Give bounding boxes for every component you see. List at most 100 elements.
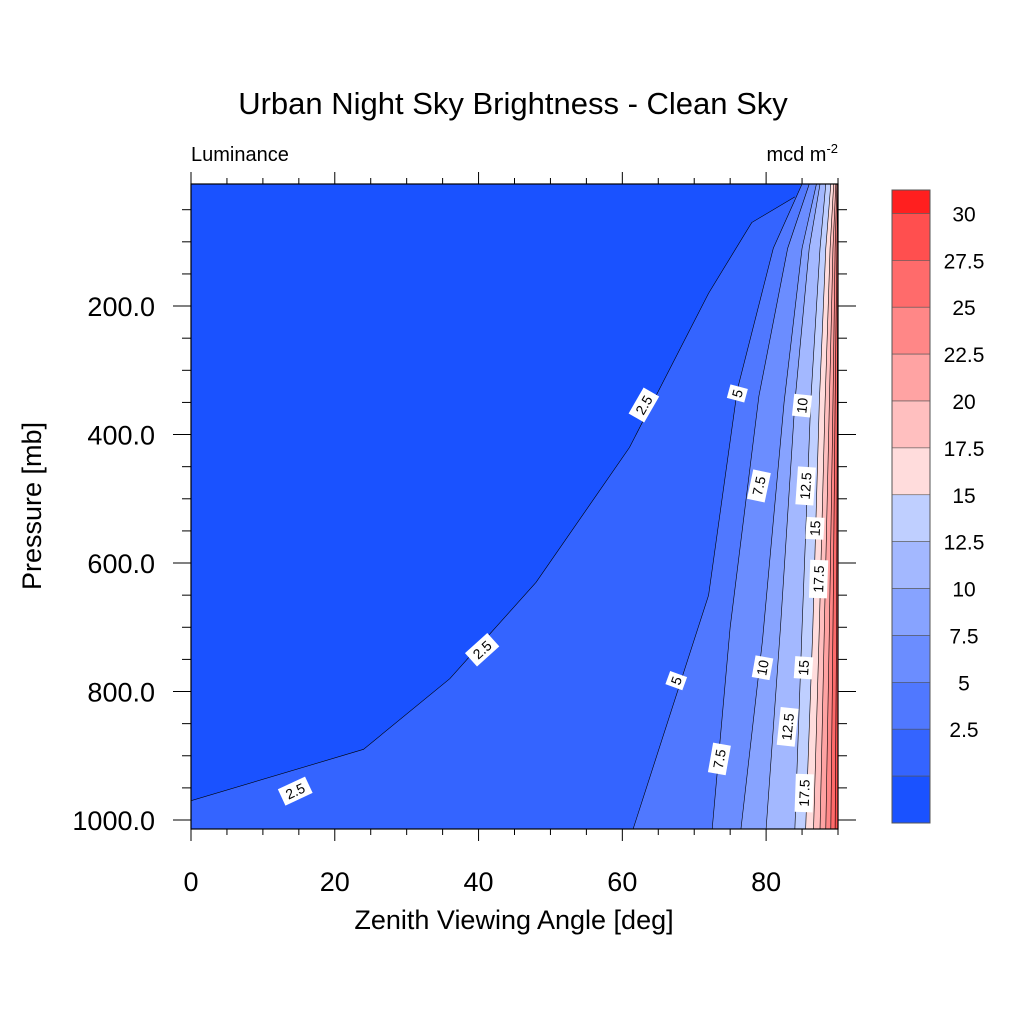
contour-label-text: 17.5 <box>810 565 827 593</box>
contour-line-20 <box>813 184 834 829</box>
colorbar-label: 5 <box>958 672 970 695</box>
contour-fills <box>191 184 838 829</box>
colorbar-box <box>891 400 931 449</box>
contour-label-bg <box>795 466 816 506</box>
contour-label-text: 15 <box>807 520 824 537</box>
contour-label-bg <box>726 384 748 403</box>
x-tick-label: 80 <box>751 867 781 897</box>
fill-band-12 <box>835 184 838 829</box>
contour-label: 5 <box>726 384 748 403</box>
contour-label-bg <box>665 670 688 691</box>
colorbar-box <box>891 494 931 542</box>
colorbar-label: 17.5 <box>944 438 985 461</box>
contour-label-text: 10 <box>753 658 771 676</box>
y-axis-label: Pressure [mb] <box>17 422 47 590</box>
contour-label: 7.5 <box>747 469 771 503</box>
colorbar-box <box>891 213 931 261</box>
contour-label-text: 10 <box>793 397 811 414</box>
contour-label: 17.5 <box>808 559 829 599</box>
contour-label: 10 <box>791 393 813 418</box>
colorbar-label: 30 <box>952 203 975 226</box>
colorbar-label: 12.5 <box>944 532 985 555</box>
contour-label-text: 17.5 <box>796 779 813 807</box>
colorbar-box <box>891 635 931 683</box>
axis-ticks <box>173 172 856 841</box>
contour-label-bg <box>791 393 813 418</box>
contour-line-25 <box>825 184 838 829</box>
colorbar-box <box>891 541 931 589</box>
contour-label: 12.5 <box>776 707 799 747</box>
contour-label: 15 <box>793 656 814 680</box>
contour-label: 2.5 <box>628 387 660 423</box>
y-tick-label: 800.0 <box>87 678 155 708</box>
colorbar-label: 27.5 <box>944 250 985 273</box>
contour-label-text: 2.5 <box>283 780 308 803</box>
contour-label: 12.5 <box>795 466 816 506</box>
y-tick-label: 600.0 <box>87 549 155 579</box>
colorbar-box <box>891 447 931 496</box>
colorbar-label: 20 <box>952 391 975 414</box>
contour-label-bg <box>277 776 313 806</box>
y-tick-label: 400.0 <box>87 421 155 451</box>
colorbar-box <box>891 189 931 214</box>
colorbar-label: 22.5 <box>944 344 985 367</box>
contour-label: 15 <box>805 516 825 540</box>
contour-label-bg <box>808 559 829 599</box>
contour-line-27.5 <box>830 184 838 829</box>
contour-label-text: 5 <box>729 387 747 399</box>
colorbar-box <box>891 260 931 308</box>
x-tick-label: 20 <box>320 867 350 897</box>
contour-line-17.5 <box>805 184 832 829</box>
x-tick-label: 40 <box>464 867 494 897</box>
contour-label: 10 <box>751 655 774 681</box>
contour-label: 5 <box>665 670 688 691</box>
left-string: Luminance <box>191 144 289 166</box>
colorbar-box <box>891 775 931 824</box>
right-string-main: mcd m <box>766 144 826 166</box>
x-tick-labels: 0 20 40 60 80 <box>183 867 781 897</box>
contour-label-bg <box>628 387 660 423</box>
contour-label-bg <box>805 516 825 540</box>
colorbar-labels: 30 27.5 25 22.5 20 17.5 15 12.5 10 7.5 5 2.5 <box>944 203 985 742</box>
contour-label-bg <box>747 469 771 503</box>
right-string: mcd m-2 <box>766 141 838 166</box>
colorbar <box>891 189 931 824</box>
contour-label-text: 7.5 <box>710 748 729 770</box>
fill-band-1 <box>191 196 838 829</box>
contour-label-text: 12.5 <box>778 712 797 741</box>
colorbar-box <box>891 682 931 730</box>
colorbar-box <box>891 728 931 777</box>
contour-label-text: 15 <box>795 659 812 676</box>
contour-label-bg <box>751 655 774 681</box>
x-tick-label: 0 <box>183 867 198 897</box>
contour-label-bg <box>707 742 731 776</box>
contour-label: 17.5 <box>794 773 814 813</box>
contour-label-bg <box>794 773 814 813</box>
colorbar-box <box>891 353 931 402</box>
contour-label: 7.5 <box>707 742 731 776</box>
right-string-superscript: -2 <box>826 141 838 156</box>
contour-label-text: 7.5 <box>749 475 769 498</box>
y-tick-label: 1000.0 <box>72 806 155 836</box>
y-tick-label: 200.0 <box>87 292 155 322</box>
colorbar-label: 10 <box>952 579 975 602</box>
colorbar-label: 2.5 <box>949 719 978 742</box>
colorbar-box <box>891 588 931 636</box>
y-tick-labels: 200.0 400.0 600.0 800.0 1000.0 <box>72 292 155 836</box>
contour-label-bg <box>793 656 814 680</box>
colorbar-label: 25 <box>952 297 975 320</box>
contour-labels: 2.52.52.5557.57.5101012.512.5151517.517.… <box>277 384 829 813</box>
x-tick-label: 60 <box>607 867 637 897</box>
contour-label-bg <box>464 633 500 667</box>
chart-title: Urban Night Sky Brightness - Clean Sky <box>238 86 788 121</box>
contour-line-22.5 <box>819 184 837 829</box>
colorbar-frame <box>891 189 931 824</box>
contour-label-text: 12.5 <box>797 472 815 501</box>
contour-line-2.5 <box>191 196 796 802</box>
x-axis-label: Zenith Viewing Angle [deg] <box>354 905 673 935</box>
colorbar-box <box>891 306 931 355</box>
contour-line-7.5 <box>711 184 810 829</box>
colorbar-label: 15 <box>952 485 975 508</box>
contour-line-10 <box>740 184 817 829</box>
